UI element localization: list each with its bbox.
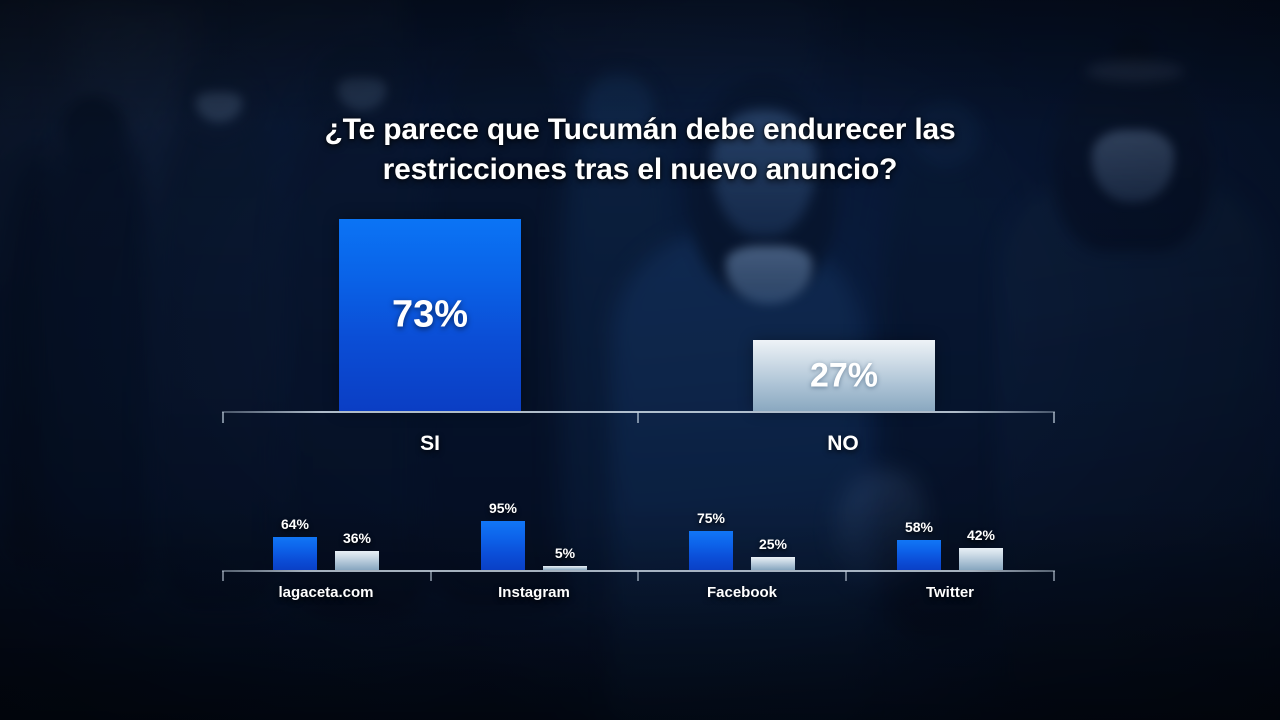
main-bar-yes-value: 73% xyxy=(391,293,469,336)
main-bar-no-value: 27% xyxy=(809,356,879,394)
breakdown-value-yes: 95% xyxy=(488,500,518,516)
breakdown-value-yes: 64% xyxy=(280,516,310,532)
breakdown-axis-tick-1 xyxy=(222,571,224,581)
breakdown-axis-tick-3 xyxy=(637,571,639,581)
main-axis-tick-left xyxy=(222,412,224,423)
breakdown-value-no: 5% xyxy=(554,545,576,561)
breakdown-source-label: Facebook xyxy=(706,584,778,601)
breakdown-group: 75% 25% xyxy=(638,440,846,570)
breakdown-axis-tick-4 xyxy=(845,571,847,581)
breakdown-bar-yes xyxy=(897,540,941,570)
breakdown-group: 95% 5% xyxy=(430,440,638,570)
breakdown-bar-yes xyxy=(689,531,733,570)
breakdown-bar-yes xyxy=(481,521,525,570)
breakdown-axis-tick-2 xyxy=(430,571,432,581)
breakdown-axis-tick-5 xyxy=(1053,571,1055,581)
breakdown-value-yes: 58% xyxy=(904,519,934,535)
breakdown-group: 64% 36% xyxy=(222,440,430,570)
page-title-line-1: ¿Te parece que Tucumán debe endurecer la… xyxy=(324,113,956,146)
main-axis-tick-center xyxy=(637,412,639,423)
main-bar-no: 27% xyxy=(753,340,935,411)
breakdown-group: 58% 42% xyxy=(846,440,1054,570)
breakdown-bar-no xyxy=(751,557,795,570)
breakdown-bar-no xyxy=(543,566,587,570)
breakdown-source-label: Twitter xyxy=(925,584,975,601)
breakdown-source-label: lagaceta.com xyxy=(278,584,374,601)
breakdown-source-label: Instagram xyxy=(498,584,570,601)
main-label-no: NO xyxy=(827,432,859,455)
page-title: ¿Te parece que Tucumán debe endurecer la… xyxy=(0,110,1280,190)
breakdown-bar-yes xyxy=(273,537,317,570)
main-axis-tick-right xyxy=(1053,412,1055,423)
breakdown-value-no: 25% xyxy=(758,536,788,552)
breakdown-bar-no xyxy=(335,551,379,570)
breakdown-value-no: 36% xyxy=(342,530,372,546)
breakdown-value-yes: 75% xyxy=(696,510,726,526)
main-bar-yes: 73% xyxy=(339,219,521,411)
page-title-line-2: restricciones tras el nuevo anuncio? xyxy=(382,153,898,186)
breakdown-bar-no xyxy=(959,548,1003,570)
breakdown-value-no: 42% xyxy=(966,527,996,543)
main-label-yes: SI xyxy=(420,432,440,455)
